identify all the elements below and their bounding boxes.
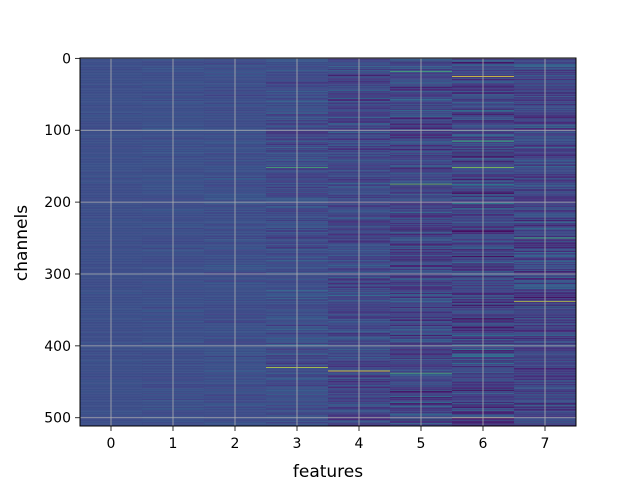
plot-area xyxy=(79,57,577,427)
x-tick-label: 4 xyxy=(355,436,364,452)
x-tick-label: 7 xyxy=(541,436,550,452)
y-axis-title: channels xyxy=(12,205,32,281)
y-tick-label: 500 xyxy=(44,411,71,427)
y-tick-label: 200 xyxy=(44,195,71,211)
y-axis: 0 100 200 300 400 500 xyxy=(44,51,80,427)
plot-frame xyxy=(79,57,577,427)
y-tick-label: 0 xyxy=(62,51,71,67)
y-tick-label: 300 xyxy=(44,267,71,283)
x-tick-label: 1 xyxy=(169,436,178,452)
x-tick-label: 6 xyxy=(479,436,488,452)
y-tick-label: 100 xyxy=(44,123,71,139)
x-tick-label: 0 xyxy=(107,436,116,452)
x-axis-title: features xyxy=(293,462,363,480)
heatmap-cells xyxy=(80,58,577,427)
x-tick-label: 3 xyxy=(293,436,302,452)
x-tick-label: 5 xyxy=(417,436,426,452)
x-axis: 0 1 2 3 4 5 6 7 xyxy=(107,426,550,452)
x-tick-label: 2 xyxy=(231,436,240,452)
y-tick-label: 400 xyxy=(44,339,71,355)
grid-lines xyxy=(80,57,576,426)
